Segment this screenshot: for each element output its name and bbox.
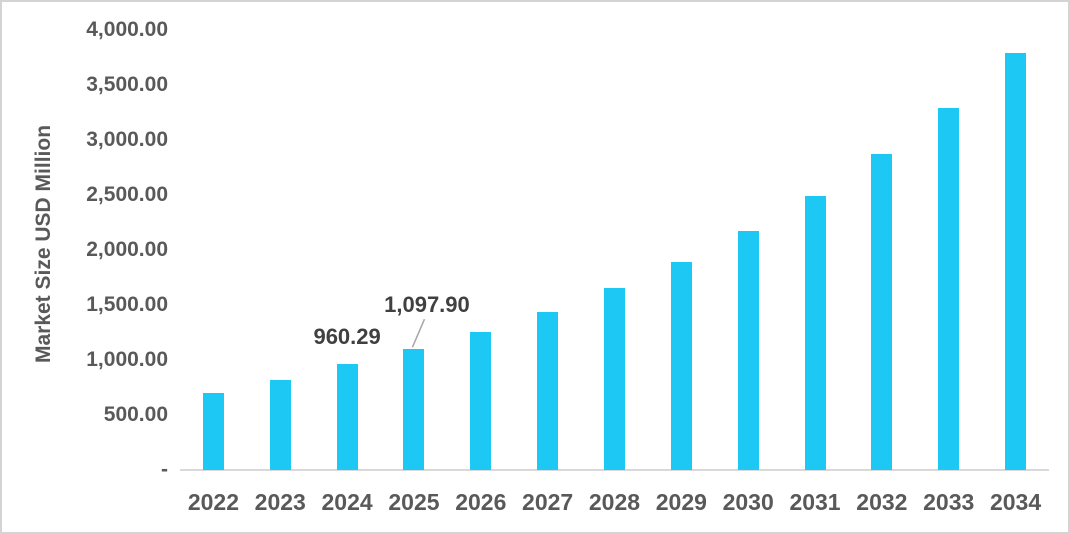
x-tick-label: 2025 [388,489,440,515]
y-tick-label: 2,000.00 [86,238,168,261]
bar-2029 [670,262,692,470]
bar-2027 [537,312,559,470]
y-tick-label: 1,500.00 [86,293,168,316]
x-tick-label: 2033 [923,489,975,515]
y-tick-label: 4,000.00 [86,18,168,41]
x-tick-label: 2026 [455,489,507,515]
x-tick-label: 2031 [789,489,841,515]
x-tick-label: 2022 [187,489,239,515]
x-tick-label: 2030 [722,489,774,515]
y-tick-label: - [161,458,168,481]
y-tick-label: 500.00 [103,403,168,426]
x-tick-label: 2027 [522,489,574,515]
x-tick-label: 2032 [856,489,908,515]
y-tick-label: 2,500.00 [86,183,168,206]
x-axis-line [180,469,1049,471]
y-tick-label: 3,000.00 [86,128,168,151]
data-label-2025: 1,097.90 [384,292,470,318]
bar-2028 [604,288,625,470]
bar-2023 [269,380,291,470]
leader-line [411,318,426,348]
data-label-2024: 960.29 [313,324,381,350]
x-tick-label: 2029 [655,489,707,515]
bar-2024 [336,364,358,470]
bar-2031 [804,196,826,470]
x-tick-label: 2023 [254,489,306,515]
y-tick-label: 1,000.00 [86,348,168,371]
bar-2025 [403,349,425,470]
x-tick-label: 2034 [989,489,1042,515]
x-tick-label: 2024 [321,489,373,515]
bar-2032 [871,154,893,470]
bar-2030 [737,231,759,470]
bar-2026 [470,332,492,470]
y-tick-label: 3,500.00 [86,73,168,96]
bar-2034 [1005,53,1027,470]
x-tick-label: 2028 [588,489,641,515]
bar-2022 [202,393,224,470]
bar-2033 [938,108,960,470]
